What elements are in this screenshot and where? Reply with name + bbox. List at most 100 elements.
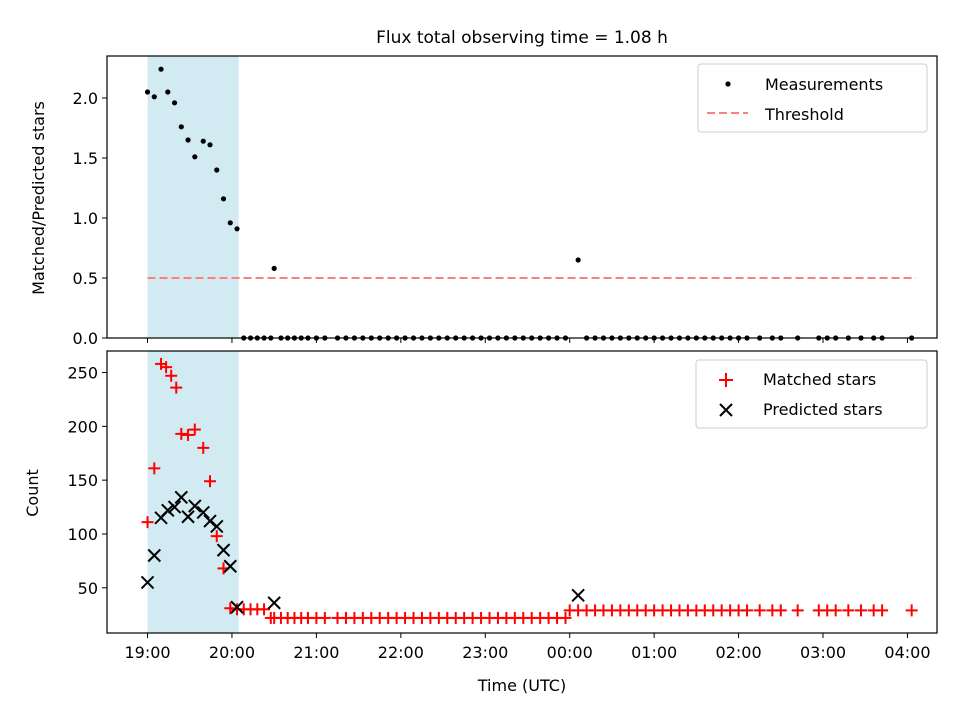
x-tick-label: 04:00 — [884, 643, 930, 662]
x-tick-label: 01:00 — [631, 643, 677, 662]
predicted-star-point — [267, 596, 281, 610]
observing-time-band — [147, 351, 239, 633]
top-panel: 0.00.51.01.52.0 Matched/Predicted stars … — [29, 55, 938, 348]
top-y-axis-label: Matched/Predicted stars — [29, 101, 48, 295]
measurement-point — [207, 142, 213, 148]
matched-star-point — [182, 428, 195, 441]
top-legend: Measurements Threshold — [697, 63, 928, 133]
predicted-star-point — [140, 575, 155, 590]
predicted-star-point — [230, 600, 244, 614]
measurement-point — [158, 66, 164, 72]
x-tick-label: 21:00 — [293, 643, 339, 662]
x-tick-label: 19:00 — [124, 643, 170, 662]
predicted-star-point — [196, 505, 210, 520]
measurement-point — [144, 89, 151, 95]
matched-star-point — [258, 603, 271, 616]
predicted-star-point — [181, 510, 195, 524]
matched-star-point — [188, 423, 201, 436]
x-tick-label: 00:00 — [547, 643, 593, 662]
bottom-legend: Matched stars Predicted stars — [695, 359, 928, 429]
matched-star-point — [204, 475, 217, 488]
bottom-y-tick-label: 100 — [67, 525, 98, 544]
predicted-star-point — [210, 519, 224, 534]
x-tick-label: 02:00 — [716, 643, 762, 662]
matched-star-point — [855, 604, 868, 617]
legend-predicted-label: Predicted stars — [763, 400, 883, 419]
measurement-point — [178, 124, 184, 130]
legend-measurements-marker — [725, 81, 731, 87]
measurement-point — [271, 265, 277, 271]
x-tick-label: 20:00 — [209, 643, 255, 662]
predicted-star-point — [167, 500, 182, 514]
matched-star-point — [141, 516, 154, 529]
matched-star-point — [160, 361, 173, 374]
chart-title: Flux total observing time = 1.08 h — [376, 28, 668, 48]
predicted-star-point — [188, 499, 202, 513]
matched-star-point — [842, 604, 855, 617]
matched-star-point — [197, 441, 210, 454]
legend-matched-marker — [719, 373, 733, 387]
matched-star-point — [165, 369, 178, 382]
predicted-star-point — [174, 490, 189, 505]
matched-star-point — [318, 611, 331, 624]
measurement-point — [192, 154, 198, 160]
matched-star-point — [876, 604, 889, 617]
matched-star-point — [829, 604, 842, 617]
top-y-tick-label: 0.5 — [73, 269, 98, 288]
measurement-point — [220, 196, 227, 202]
measurement-point — [165, 89, 171, 95]
legend-measurements-label: Measurements — [765, 75, 883, 94]
bottom-axes-frame — [106, 350, 938, 634]
matched-star-point — [753, 604, 766, 617]
measurement-point — [214, 167, 220, 173]
measurement-point — [171, 100, 178, 106]
legend-threshold-label: Threshold — [764, 105, 844, 124]
matched-star-point — [559, 611, 572, 624]
predicted-star-point — [161, 503, 175, 518]
measurement-point — [151, 94, 157, 100]
x-tick-label: 03:00 — [800, 643, 846, 662]
top-y-tick-label: 1.5 — [73, 149, 98, 168]
x-tick-label: 23:00 — [462, 643, 508, 662]
matched-star-point — [741, 604, 754, 617]
legend-predicted-marker — [719, 403, 733, 417]
measurement-point — [575, 257, 581, 263]
bottom-x-ticks: 19:00 20:00 21:00 22:00 23:00 00:00 01:00 02:00… — [124, 633, 931, 662]
top-y-tick-label: 1.0 — [73, 209, 98, 228]
matched-star-point — [170, 381, 183, 394]
bottom-y-tick-label: 200 — [67, 417, 98, 436]
predicted-star-point — [223, 559, 237, 573]
predicted-star-point — [571, 588, 585, 603]
bottom-panel: 50 100 150 200 250 19:00 20:00 21:00 22:00 23:00… — [23, 350, 938, 695]
matched-star-point — [905, 604, 918, 617]
bottom-y-tick-label: 50 — [78, 579, 98, 598]
x-tick-label: 22:00 — [378, 643, 424, 662]
top-y-tick-label: 2.0 — [73, 89, 98, 108]
measurement-point — [185, 137, 191, 143]
bottom-y-axis-label: Count — [23, 469, 42, 517]
bottom-y-tick-label: 150 — [67, 471, 98, 490]
measurement-point — [227, 220, 233, 226]
measurement-point — [200, 138, 206, 144]
measurement-points — [144, 66, 915, 341]
matched-star-point — [791, 604, 804, 617]
top-y-ticks: 0.0 0.5 1.0 1.5 2.0 — [73, 89, 107, 348]
x-axis-label: Time (UTC) — [477, 676, 566, 695]
bottom-y-tick-label: 250 — [67, 364, 98, 383]
top-x-ticks — [147, 338, 908, 343]
matched-star-point — [148, 462, 161, 475]
top-axes-frame — [106, 55, 938, 339]
top-y-tick-label: 0.0 — [73, 329, 98, 348]
matched-star-point — [210, 530, 223, 543]
predicted-star-point — [216, 543, 231, 557]
predicted-stars-points — [140, 490, 585, 614]
matched-star-point — [175, 427, 188, 440]
bottom-y-ticks: 50 100 150 200 250 — [67, 364, 107, 598]
legend-matched-label: Matched stars — [763, 370, 876, 389]
matched-stars-points — [141, 357, 918, 624]
matched-star-point — [224, 602, 237, 615]
measurement-point — [234, 226, 240, 232]
predicted-star-point — [147, 548, 161, 563]
matched-star-point — [774, 604, 787, 617]
